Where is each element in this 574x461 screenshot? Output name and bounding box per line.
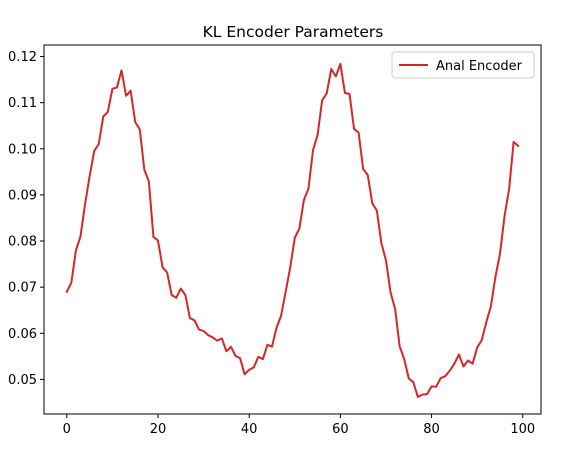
y-axis: 0.05 0.06 0.07 0.08 0.09 0.10 0.11 0.12 xyxy=(8,50,44,388)
chart-title: KL Encoder Parameters xyxy=(203,23,384,41)
y-tick-label: 0.08 xyxy=(8,235,37,250)
x-tick-label: 60 xyxy=(332,422,349,437)
y-tick-label: 0.12 xyxy=(8,50,37,65)
x-tick-label: 80 xyxy=(423,422,440,437)
x-tick-label: 100 xyxy=(510,422,535,437)
x-axis: 0 20 40 60 80 100 xyxy=(63,414,536,437)
y-tick-label: 0.06 xyxy=(8,327,37,342)
y-tick-label: 0.11 xyxy=(8,96,37,111)
y-tick-label: 0.10 xyxy=(8,142,37,157)
plot-area xyxy=(44,45,541,414)
plot-frame xyxy=(44,45,541,414)
x-tick-label: 20 xyxy=(150,422,167,437)
legend-label: Anal Encoder xyxy=(436,59,523,74)
x-tick-label: 40 xyxy=(241,422,258,437)
y-tick-label: 0.09 xyxy=(8,188,37,203)
series-line-0 xyxy=(67,64,518,397)
y-tick-label: 0.07 xyxy=(8,281,37,296)
legend: Anal Encoder xyxy=(392,52,534,78)
y-tick-label: 0.05 xyxy=(8,373,37,388)
x-tick-label: 0 xyxy=(63,422,71,437)
